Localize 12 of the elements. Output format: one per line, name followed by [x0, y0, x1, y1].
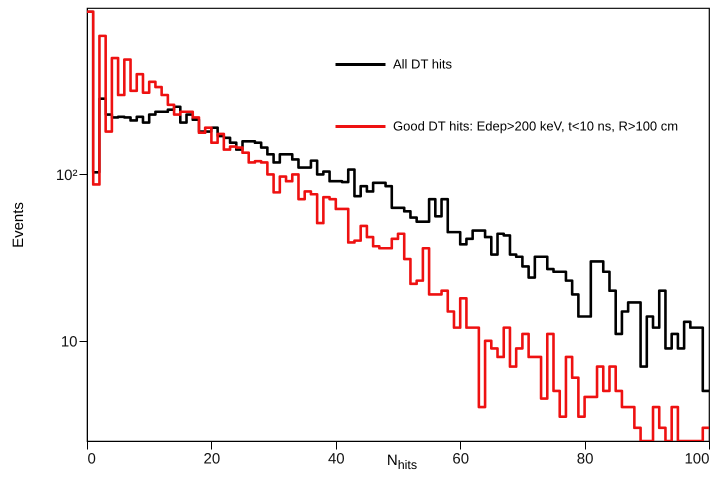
x-tick-label: 20	[204, 450, 220, 468]
x-tick-label: 40	[328, 450, 345, 468]
x-axis-title: N$_{hits}$	[386, 452, 418, 472]
x-tick-label: 60	[452, 450, 470, 468]
legend-label: Good DT hits: Edep>200 keV, t<10 ns, R>100 cm	[393, 118, 678, 134]
y-axis-title: Events	[10, 202, 27, 248]
legend-label: All DT hits	[393, 56, 452, 72]
x-tick-label: 80	[576, 450, 594, 468]
y-tick-label: 10²	[56, 166, 78, 184]
x-tick-label: 100	[684, 450, 710, 468]
y-tick-label: 10	[60, 333, 78, 350]
x-tick-label: 0	[88, 450, 96, 468]
